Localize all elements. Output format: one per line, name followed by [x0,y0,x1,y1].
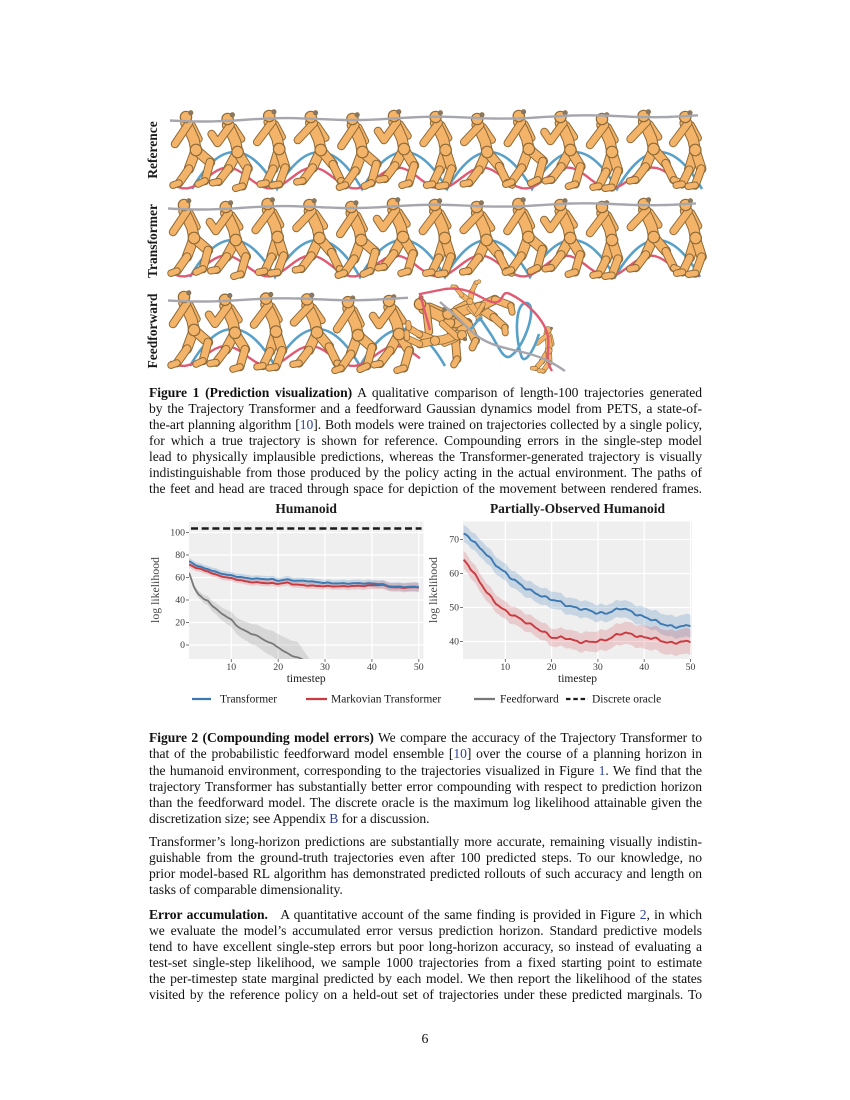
svg-text:10: 10 [226,662,236,673]
svg-text:40: 40 [449,637,459,648]
svg-text:timestep: timestep [558,673,597,685]
svg-text:Transformer: Transformer [145,204,160,278]
svg-text:Partially-Observed Humanoid: Partially-Observed Humanoid [490,501,666,516]
svg-text:30: 30 [320,662,330,673]
svg-text:log likelihood: log likelihood [148,557,162,623]
svg-text:Feedforward: Feedforward [145,293,160,368]
svg-text:50: 50 [449,603,459,614]
svg-text:40: 40 [639,662,649,673]
svg-text:60: 60 [175,573,185,584]
svg-text:80: 80 [175,550,185,561]
svg-text:Feedforward: Feedforward [500,693,559,705]
svg-text:30: 30 [593,662,603,673]
svg-text:40: 40 [367,662,377,673]
svg-text:20: 20 [547,662,557,673]
svg-text:Markovian Transformer: Markovian Transformer [331,693,441,705]
svg-text:40: 40 [175,595,185,606]
svg-text:Discrete oracle: Discrete oracle [592,693,661,705]
svg-text:Reference: Reference [145,121,160,178]
svg-text:log likelihood: log likelihood [426,557,440,623]
svg-text:60: 60 [449,569,459,580]
svg-text:timestep: timestep [287,673,326,685]
svg-text:Transformer: Transformer [220,693,277,705]
svg-text:50: 50 [414,662,424,673]
svg-text:10: 10 [500,662,510,673]
svg-text:Humanoid: Humanoid [275,501,337,516]
svg-text:100: 100 [170,528,185,539]
svg-text:70: 70 [449,535,459,546]
svg-text:20: 20 [273,662,283,673]
svg-text:50: 50 [686,662,696,673]
svg-text:20: 20 [175,618,185,629]
svg-text:0: 0 [180,640,185,651]
